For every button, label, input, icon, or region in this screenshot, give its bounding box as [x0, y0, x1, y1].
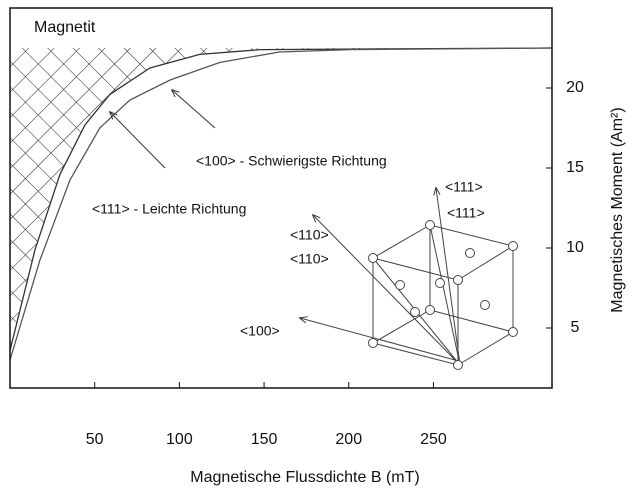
cube-label: <111> [445, 179, 483, 195]
line-series [9, 47, 553, 361]
x-tick-label: 250 [420, 431, 447, 448]
plot-area [9, 47, 553, 361]
series-label: <111> - Leichte Richtung [92, 201, 246, 217]
annotation-arrow [172, 90, 216, 129]
chart-title: Magnetit [34, 19, 96, 36]
y-tick-label: 15 [566, 159, 584, 176]
y-tick-label: 20 [566, 79, 584, 96]
x-tick-label: 150 [251, 431, 278, 448]
cube-label: <100> [240, 323, 280, 339]
x-tick-label: 50 [86, 431, 104, 448]
cube-label: <110> [290, 227, 329, 243]
cube-atoms [368, 220, 518, 370]
y-tick-label: 10 [566, 239, 584, 256]
line-series [9, 47, 553, 351]
series-label: <100> - Schwierigste Richtung [196, 153, 387, 169]
annotation-arrow [110, 112, 166, 169]
y-axis-label: Magnetisches Moment (Am²) [609, 107, 626, 312]
hatch-area [10, 48, 552, 351]
cube-label: <111> [447, 205, 485, 221]
x-tick-label: 100 [166, 431, 193, 448]
frame [9, 7, 553, 389]
x-tick-label: 200 [335, 431, 362, 448]
y-tick-label: 5 [571, 319, 580, 336]
cube-label: <110> [290, 251, 329, 267]
x-axis-label: Magnetische Flussdichte B (mT) [190, 469, 419, 486]
